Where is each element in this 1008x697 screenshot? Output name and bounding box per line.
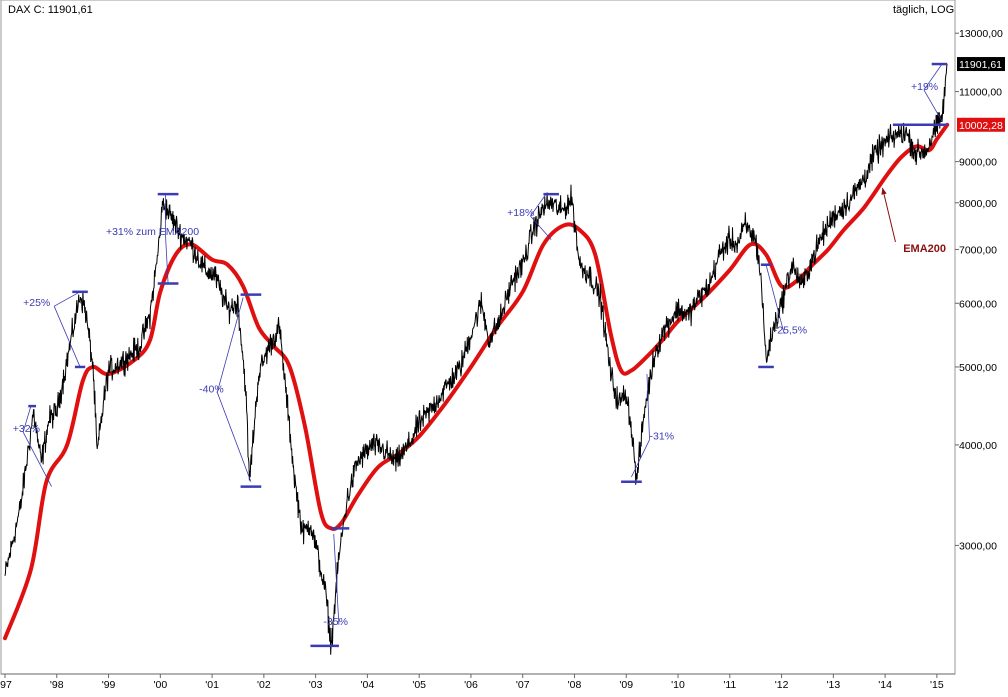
leader-line [923, 89, 943, 122]
y-tick-label: 5000,00 [959, 362, 997, 374]
x-tick-label: '04 [361, 679, 375, 691]
ema200-line [3, 122, 950, 641]
leader-line [22, 405, 32, 433]
y-tick-label: 13000,00 [959, 28, 1003, 40]
leader-line [22, 431, 52, 487]
last-price-tag [957, 57, 1005, 72]
percent-annotation: -31% [650, 431, 675, 443]
x-tick-label: '09 [619, 679, 633, 691]
x-tick-label: '11 [723, 679, 736, 691]
x-tick-label: '15 [930, 679, 944, 691]
chart-title: DAX C: 11901,61 [8, 4, 93, 16]
y-tick-label: 3000,00 [959, 540, 997, 552]
leader-line [53, 291, 81, 307]
percent-annotation: +32% [13, 423, 40, 435]
x-tick-label: '07 [516, 679, 530, 691]
x-tick-label: '12 [775, 679, 789, 691]
ema200-label: EMA200 [903, 243, 946, 255]
leader-line [765, 264, 785, 334]
x-tick-label: '05 [412, 679, 426, 691]
leader-line [646, 374, 650, 440]
x-tick-label: '99 [102, 679, 116, 691]
ema-price-tag-text: 10002,28 [959, 120, 1003, 132]
percent-annotation: +19% [911, 81, 938, 93]
y-tick-label: 11000,00 [959, 87, 1002, 99]
x-tick-label: '03 [309, 679, 323, 691]
y-tick-label: 4000,00 [959, 440, 997, 452]
chart-subtitle: täglich, LOG [893, 4, 955, 16]
percent-annotation: -40% [199, 383, 224, 395]
percent-annotation: -25,5% [774, 325, 807, 337]
leader-line [333, 533, 340, 625]
x-tick-label: '00 [153, 679, 167, 691]
y-tick-label: 6000,00 [959, 298, 997, 310]
x-tick-label: '97 [0, 679, 12, 691]
percent-annotation: +31% zum EMA200 [106, 226, 199, 238]
x-tick-label: '10 [671, 679, 685, 691]
leader-line [216, 392, 252, 482]
x-tick-label: '08 [568, 679, 582, 691]
x-tick-label: '01 [205, 679, 219, 691]
leader-line [165, 234, 169, 284]
y-tick-label: 8000,00 [959, 198, 997, 210]
percent-annotation: -35% [323, 616, 348, 628]
leader-line [923, 63, 943, 91]
last-price-tag-text: 11901,61 [959, 59, 1002, 71]
percent-annotation: +25% [23, 297, 50, 309]
leader-line [530, 215, 552, 240]
x-tick-label: '06 [464, 679, 478, 691]
x-tick-label: '98 [50, 679, 64, 691]
leader-line [631, 439, 650, 478]
leader-line [530, 193, 547, 217]
x-tick-label: '13 [826, 679, 840, 691]
x-tick-label: '02 [257, 679, 271, 691]
y-tick-label: 7000,00 [959, 244, 997, 256]
ema200-arrowhead [881, 187, 887, 195]
price-line [4, 63, 948, 655]
ema200-arrow [882, 187, 896, 243]
leader-line [53, 306, 81, 368]
ema-price-tag [957, 117, 1005, 132]
y-tick-label: 9000,00 [959, 157, 997, 169]
x-tick-label: '14 [878, 679, 892, 691]
percent-annotation: +18% [507, 207, 534, 219]
leader-line [216, 297, 244, 393]
